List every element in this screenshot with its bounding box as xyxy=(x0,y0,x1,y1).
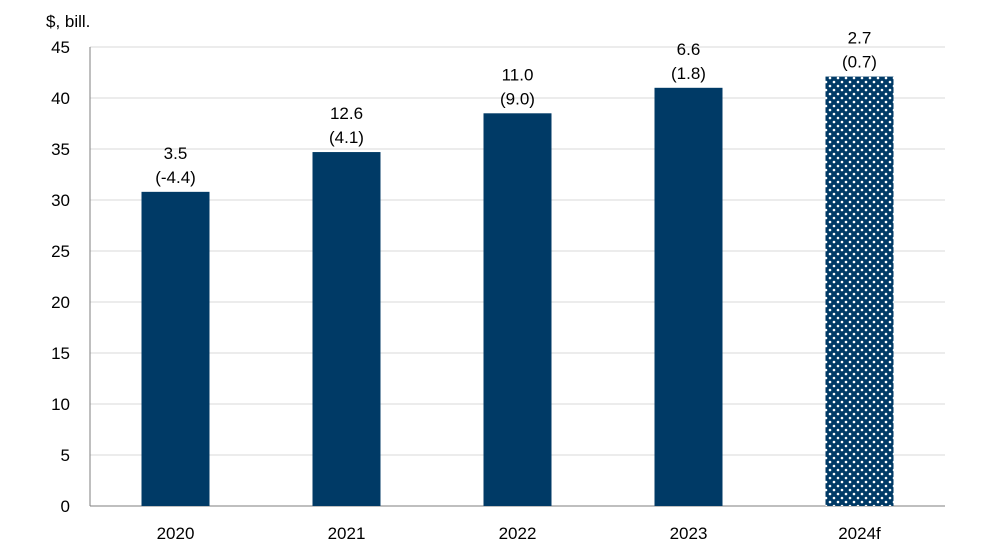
x-tick-label: 2024f xyxy=(838,524,881,543)
data-label-change: (1.8) xyxy=(671,64,706,83)
bars xyxy=(141,76,894,507)
y-tick-label: 25 xyxy=(51,242,70,261)
bar-2020 xyxy=(141,191,210,506)
y-tick-label: 30 xyxy=(51,191,70,210)
bar-2022 xyxy=(483,113,552,507)
data-label-value: 11.0 xyxy=(502,65,534,84)
data-label-value: 12.6 xyxy=(330,104,363,123)
y-tick-label: 20 xyxy=(51,293,70,312)
x-tick-label: 2021 xyxy=(328,524,366,543)
x-tick-label: 2023 xyxy=(670,524,708,543)
y-tick-label: 0 xyxy=(61,497,70,516)
y-tick-label: 15 xyxy=(51,344,70,363)
bar-2023 xyxy=(654,87,723,507)
data-label-value: 2.7 xyxy=(848,29,872,48)
y-tick-label: 5 xyxy=(61,446,70,465)
y-tick-label: 10 xyxy=(51,395,70,414)
data-label-change: (9.0) xyxy=(500,89,535,108)
y-axis-unit-label: $, bill. xyxy=(46,12,90,31)
x-tick-label: 2022 xyxy=(499,524,537,543)
data-label-value: 3.5 xyxy=(164,144,188,163)
data-label-value: 6.6 xyxy=(677,40,701,59)
x-tick-label: 2020 xyxy=(157,524,195,543)
data-label-change: (-4.4) xyxy=(155,168,196,187)
data-labels: 3.5 (-4.4) 12.6 (4.1) 11.0 (9.0) 6.6 (1.8) 2.7 (0… xyxy=(155,29,877,187)
data-label-change: (0.7) xyxy=(842,53,877,72)
y-tick-label: 40 xyxy=(51,89,70,108)
y-tick-label: 35 xyxy=(51,140,70,159)
y-tick-label: 45 xyxy=(51,38,70,57)
bar-2024f xyxy=(825,76,894,506)
data-label-change: (4.1) xyxy=(329,128,364,147)
bar-2021 xyxy=(312,152,381,506)
